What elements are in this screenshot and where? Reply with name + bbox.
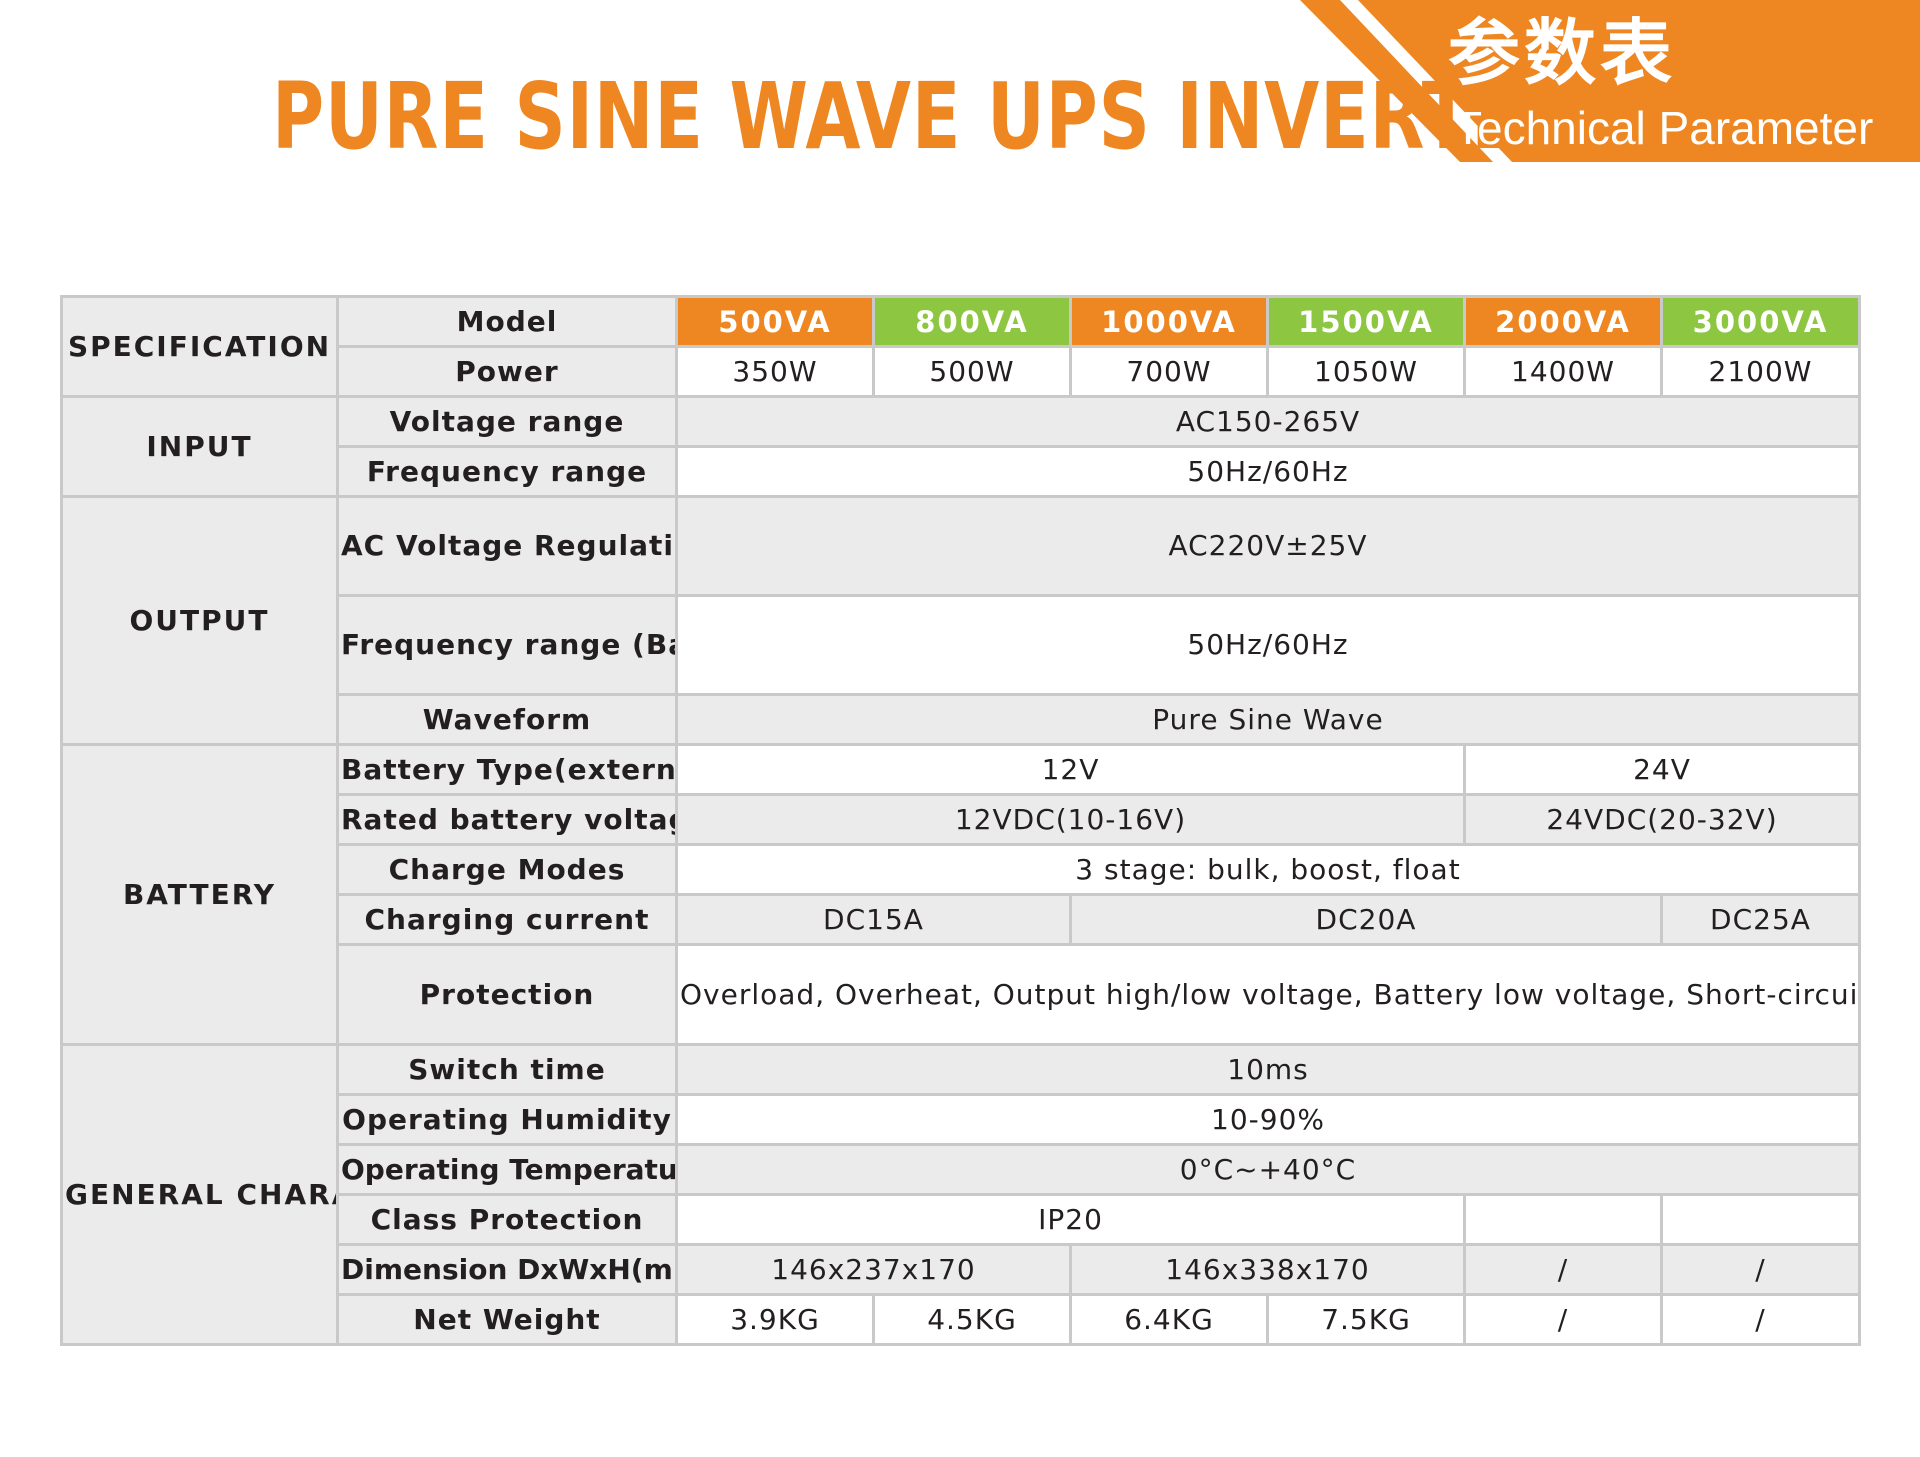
- table-row-switch-time: GENERAL CHARACTERISTICS Switch time 10ms: [60, 1043, 1861, 1346]
- value-charge-modes: 3 stage: bulk, boost, float: [675, 843, 1861, 896]
- value-waveform: Pure Sine Wave: [675, 693, 1861, 746]
- value-protection: Overload, Overheat, Output high/low volt…: [675, 943, 1861, 1046]
- label-power: Power: [336, 345, 678, 398]
- label-switch-time: Switch time: [336, 1043, 678, 1096]
- label-class-protection: Class Protection: [336, 1193, 678, 1246]
- section-battery: BATTERY: [60, 743, 339, 1046]
- banner-chinese-title: 参数表: [1448, 11, 1677, 95]
- table-row-model: SPECIFICATION Model 500VA 800VA 1000VA 1…: [60, 295, 1861, 398]
- label-rated-battery-voltage: Rated battery voltage: [336, 793, 678, 846]
- table-row-ac-voltage-regulation: OUTPUT AC Voltage Regulation (Batt. Mode…: [60, 495, 1861, 746]
- table-row-waveform: Waveform Pure Sine Wave: [62, 693, 1861, 746]
- table-row-charging-current: Charging current DC15A DC20A DC25A: [62, 893, 1861, 946]
- label-frequency-range-batt: Frequency range (Batt. Mode): [336, 594, 678, 696]
- weight-800va: 4.5KG: [872, 1293, 1072, 1346]
- value-charging-current-20a: DC20A: [1069, 893, 1663, 946]
- banner-shape: [1300, 0, 1920, 162]
- value-dimension-2000va: /: [1463, 1243, 1663, 1296]
- section-input: INPUT: [60, 395, 339, 498]
- section-output: OUTPUT: [60, 495, 339, 746]
- banner-english-title: Technical Parameter: [1454, 102, 1874, 154]
- table-row-protection: Protection Overload, Overheat, Output hi…: [62, 943, 1861, 1046]
- power-2000va: 1400W: [1463, 345, 1663, 398]
- table-row-dimension: Dimension DxWxH(mm) 146x237x170 146x338x…: [62, 1243, 1861, 1296]
- table-row-class-protection: Class Protection IP20: [62, 1193, 1861, 1246]
- label-voltage-range: Voltage range: [336, 395, 678, 448]
- table-row-charge-modes: Charge Modes 3 stage: bulk, boost, float: [62, 843, 1861, 896]
- weight-500va: 3.9KG: [675, 1293, 875, 1346]
- section-general-characteristics: GENERAL CHARACTERISTICS: [60, 1043, 339, 1346]
- label-model: Model: [336, 295, 678, 348]
- table-row-battery-type: BATTERY Battery Type(external) 12V 24V: [60, 743, 1861, 1046]
- model-500va: 500VA: [675, 295, 875, 348]
- model-3000va: 3000VA: [1660, 295, 1861, 348]
- page-title: PURE SINE WAVE UPS INVERTER: [272, 63, 1577, 170]
- value-frequency-range: 50Hz/60Hz: [675, 445, 1861, 498]
- model-2000va: 2000VA: [1463, 295, 1663, 348]
- table-row-power: Power 350W 500W 700W 1050W 1400W 2100W: [62, 345, 1861, 398]
- technical-parameter-banner: 参数表 Technical Parameter: [1300, 0, 1920, 162]
- value-class-protection-3000va: [1660, 1193, 1861, 1246]
- label-operating-humidity: Operating Humidity: [336, 1093, 678, 1146]
- value-class-protection: IP20: [675, 1193, 1466, 1246]
- model-1000va: 1000VA: [1069, 295, 1269, 348]
- label-charging-current: Charging current: [336, 893, 678, 946]
- table-row-voltage-range: INPUT Voltage range AC150-265V: [60, 395, 1861, 498]
- table-row-frequency-range-batt: Frequency range (Batt. Mode) 50Hz/60Hz: [62, 594, 1861, 696]
- value-frequency-range-batt: 50Hz/60Hz: [675, 594, 1861, 696]
- value-battery-type-12v: 12V: [675, 743, 1466, 796]
- label-ac-voltage-regulation: AC Voltage Regulation (Batt. Mode): [336, 495, 678, 597]
- value-operating-temperature: 0°C~+40°C: [675, 1143, 1861, 1196]
- label-operating-temperature: Operating Temperature: [336, 1143, 678, 1196]
- value-battery-type-24v: 24V: [1463, 743, 1861, 796]
- value-rated-battery-voltage-12: 12VDC(10-16V): [675, 793, 1466, 846]
- weight-2000va: /: [1463, 1293, 1663, 1346]
- power-1000va: 700W: [1069, 345, 1269, 398]
- value-voltage-range: AC150-265V: [675, 395, 1861, 448]
- power-800va: 500W: [872, 345, 1072, 398]
- label-charge-modes: Charge Modes: [336, 843, 678, 896]
- power-1500va: 1050W: [1266, 345, 1466, 398]
- label-frequency-range: Frequency range: [336, 445, 678, 498]
- power-3000va: 2100W: [1660, 345, 1861, 398]
- spec-table: SPECIFICATION Model 500VA 800VA 1000VA 1…: [60, 295, 1861, 1346]
- value-dimension-3000va: /: [1660, 1243, 1861, 1296]
- label-net-weight: Net Weight: [336, 1293, 678, 1346]
- value-rated-battery-voltage-24: 24VDC(20-32V): [1463, 793, 1861, 846]
- label-battery-type: Battery Type(external): [336, 743, 678, 796]
- power-500va: 350W: [675, 345, 875, 398]
- weight-1000va: 6.4KG: [1069, 1293, 1269, 1346]
- value-dimension-large: 146x338x170: [1069, 1243, 1466, 1296]
- value-switch-time: 10ms: [675, 1043, 1861, 1096]
- value-ac-voltage-regulation: AC220V±25V: [675, 495, 1861, 597]
- value-charging-current-15a: DC15A: [675, 893, 1072, 946]
- table-row-net-weight: Net Weight 3.9KG 4.5KG 6.4KG 7.5KG / /: [62, 1293, 1861, 1346]
- value-charging-current-25a: DC25A: [1660, 893, 1861, 946]
- table-row-operating-humidity: Operating Humidity 10-90%: [62, 1093, 1861, 1146]
- table-row-operating-temperature: Operating Temperature 0°C~+40°C: [62, 1143, 1861, 1196]
- label-dimension: Dimension DxWxH(mm): [336, 1243, 678, 1296]
- label-protection: Protection: [336, 943, 678, 1046]
- model-1500va: 1500VA: [1266, 295, 1466, 348]
- value-class-protection-2000va: [1463, 1193, 1663, 1246]
- value-operating-humidity: 10-90%: [675, 1093, 1861, 1146]
- table-row-rated-battery-voltage: Rated battery voltage 12VDC(10-16V) 24VD…: [62, 793, 1861, 846]
- weight-1500va: 7.5KG: [1266, 1293, 1466, 1346]
- label-waveform: Waveform: [336, 693, 678, 746]
- model-800va: 800VA: [872, 295, 1072, 348]
- value-dimension-small: 146x237x170: [675, 1243, 1072, 1296]
- weight-3000va: /: [1660, 1293, 1861, 1346]
- table-row-frequency-range: Frequency range 50Hz/60Hz: [62, 445, 1861, 498]
- section-specification: SPECIFICATION: [60, 295, 339, 398]
